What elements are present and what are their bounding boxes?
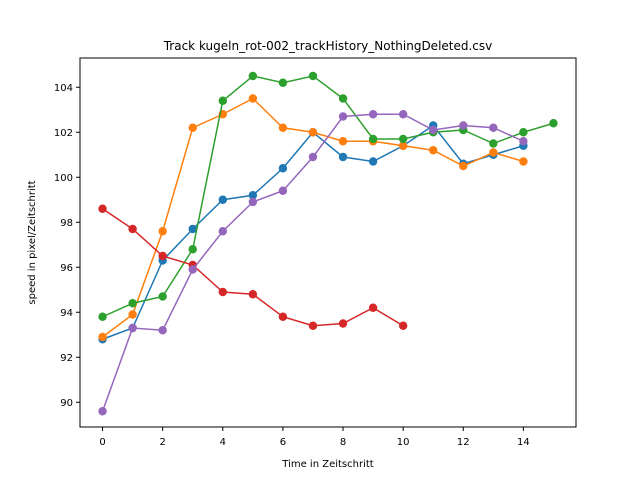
series-2-point — [248, 71, 258, 81]
plot-area — [98, 71, 558, 416]
series-4-point — [248, 197, 258, 207]
series-3-point — [248, 290, 258, 299]
series-4-point — [188, 265, 197, 274]
x-tick-label: 8 — [340, 437, 346, 448]
plot-frame — [79, 57, 577, 428]
series-1-point — [429, 146, 438, 155]
x-tick-label: 2 — [159, 437, 165, 448]
y-tick-label: 90 — [60, 398, 73, 409]
series-4-point — [158, 326, 167, 335]
series-2-point — [489, 139, 498, 148]
x-tick-label: 0 — [99, 437, 105, 448]
series-0-point — [278, 164, 288, 173]
y-tick-label: 100 — [54, 173, 73, 184]
y-axis-label: speed in pixel/Zeitschritt — [27, 180, 38, 304]
series-4-point — [308, 152, 318, 162]
y-tick-label: 102 — [54, 128, 73, 139]
series-2-point — [368, 134, 378, 144]
series-3-point — [128, 224, 137, 234]
series-2-point — [398, 134, 408, 144]
series-2 — [98, 71, 558, 321]
series-4-point — [429, 125, 438, 135]
series-0-point — [218, 195, 227, 204]
x-axis-label: Time in Zeitschritt — [281, 459, 374, 470]
x-tick-label: 14 — [517, 437, 530, 448]
series-1-point — [128, 310, 137, 319]
series-1-point — [398, 141, 408, 150]
series-1-point — [98, 332, 107, 342]
series-4-point — [459, 121, 468, 130]
series-1-point — [158, 227, 167, 236]
series-1-point — [188, 123, 197, 132]
series-4-point — [398, 110, 408, 119]
series-4-point — [338, 112, 348, 121]
series-1-point — [489, 148, 498, 157]
x-tick-label: 6 — [280, 437, 286, 448]
series-0-point — [338, 152, 348, 162]
series-3-point — [218, 287, 227, 297]
series-0-point — [248, 191, 258, 200]
series-2-point — [188, 245, 197, 254]
series-2-point — [338, 94, 348, 103]
series-2-point — [158, 292, 167, 301]
series-2-point — [218, 96, 227, 105]
series-2-point — [519, 128, 528, 137]
series-3-point — [338, 319, 348, 328]
series-3-point — [308, 321, 318, 330]
series-1 — [98, 94, 528, 342]
x-tick-label: 10 — [397, 437, 410, 448]
x-tick-label: 12 — [457, 437, 470, 448]
series-1-point — [338, 137, 348, 146]
chart-title: Track kugeln_rot-002_trackHistory_Nothin… — [163, 39, 493, 53]
series-1-point — [308, 128, 318, 137]
series-2-point — [98, 312, 107, 321]
y-tick-label: 92 — [60, 353, 73, 364]
y-tick-label: 94 — [60, 308, 73, 319]
series-3-point — [398, 321, 408, 330]
series-4-point — [278, 186, 288, 195]
series-1-point — [248, 94, 258, 103]
series-2-point — [128, 299, 137, 308]
series-3-point — [158, 251, 167, 261]
y-tick-label: 98 — [60, 218, 73, 229]
series-3-point — [278, 312, 288, 321]
series-4-point — [128, 323, 137, 333]
series-2-point — [308, 71, 318, 81]
x-tick-label: 4 — [220, 437, 226, 448]
series-1-point — [459, 161, 468, 171]
y-tick-label: 104 — [54, 83, 73, 94]
series-2-line — [102, 75, 554, 318]
series-0-point — [188, 224, 197, 234]
series-4-point — [218, 227, 227, 236]
series-3 — [98, 204, 408, 330]
series-0-point — [368, 157, 378, 166]
series-4 — [98, 110, 528, 416]
x-axis: 0 2 4 6 8 10 12 14 — [99, 427, 530, 448]
series-4-point — [489, 123, 498, 132]
series-1-point — [278, 123, 288, 132]
series-3-point — [368, 303, 378, 312]
series-2-point — [278, 78, 288, 87]
series-1-point — [519, 157, 528, 166]
series-4-point — [368, 110, 378, 119]
y-axis: 90 92 94 96 98 100 102 104 — [54, 83, 80, 409]
series-4-point — [98, 407, 107, 416]
series-4-point — [519, 137, 528, 146]
series-2-point — [549, 119, 558, 128]
y-tick-label: 96 — [60, 263, 73, 274]
series-3-line — [102, 208, 404, 327]
series-3-point — [98, 204, 107, 213]
